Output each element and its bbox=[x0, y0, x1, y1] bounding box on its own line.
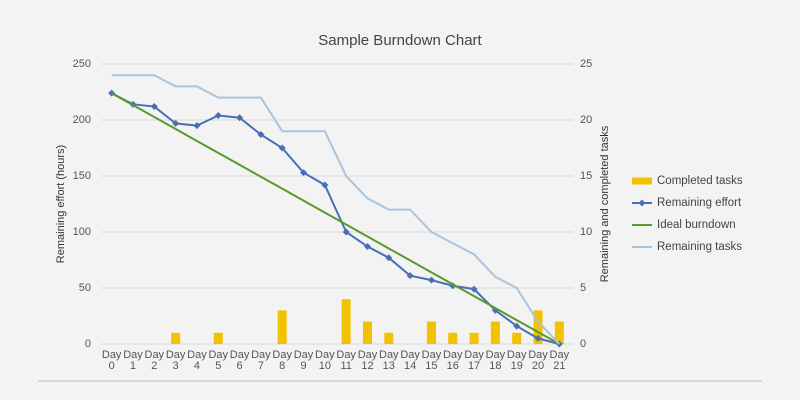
marker bbox=[513, 322, 521, 330]
marker bbox=[150, 103, 158, 111]
bar bbox=[171, 332, 181, 344]
bar bbox=[554, 321, 564, 344]
marker bbox=[534, 334, 542, 342]
y2-tick-label: 0 bbox=[580, 338, 586, 350]
x-tick-label: Day 1 bbox=[123, 349, 143, 372]
x-tick-label: Day 3 bbox=[166, 349, 186, 372]
marker bbox=[342, 228, 350, 236]
bar bbox=[426, 321, 436, 344]
x-tick-label: Day 21 bbox=[550, 349, 570, 372]
y-tick-label: 100 bbox=[73, 226, 91, 238]
marker bbox=[300, 169, 308, 177]
x-tick-label: Day 15 bbox=[422, 349, 442, 372]
legend-label: Remaining tasks bbox=[657, 241, 742, 253]
x-tick-label: Day 16 bbox=[443, 349, 463, 372]
marker bbox=[172, 119, 180, 127]
bar bbox=[341, 299, 351, 344]
x-tick-label: Day 6 bbox=[230, 349, 250, 372]
marker bbox=[278, 144, 286, 152]
y2-axis-title: Remaining and completed tasks bbox=[599, 125, 611, 282]
bar bbox=[448, 332, 458, 344]
marker bbox=[321, 181, 329, 189]
legend-marker bbox=[638, 199, 646, 207]
marker bbox=[470, 285, 478, 293]
legend-label: Remaining effort bbox=[657, 197, 742, 209]
marker bbox=[363, 243, 371, 251]
marker bbox=[193, 122, 201, 130]
line bbox=[111, 92, 560, 345]
x-tick-label: Day 9 bbox=[294, 349, 314, 372]
x-tick-label: Day 17 bbox=[464, 349, 484, 372]
x-tick-label: Day 10 bbox=[315, 349, 335, 372]
bar bbox=[512, 332, 522, 344]
marker bbox=[406, 272, 414, 280]
x-tick-label: Day 2 bbox=[145, 349, 165, 372]
x-tick-label: Day 8 bbox=[272, 349, 292, 372]
y2-tick-label: 15 bbox=[580, 170, 592, 182]
legend-label: Ideal burndown bbox=[657, 219, 736, 231]
y-tick-label: 150 bbox=[73, 170, 91, 182]
bar bbox=[384, 332, 394, 344]
bar bbox=[213, 332, 223, 344]
x-tick-label: Day 14 bbox=[400, 349, 420, 372]
y2-tick-label: 25 bbox=[580, 58, 592, 70]
bar bbox=[533, 310, 543, 344]
y2-tick-label: 5 bbox=[580, 282, 586, 294]
y2-tick-label: 20 bbox=[580, 114, 592, 126]
x-tick-label: Day 11 bbox=[336, 349, 356, 372]
y-tick-label: 200 bbox=[73, 114, 91, 126]
x-tick-label: Day 0 bbox=[102, 349, 122, 372]
marker bbox=[214, 112, 222, 120]
x-tick-label: Day 20 bbox=[528, 349, 548, 372]
y-tick-label: 50 bbox=[79, 282, 91, 294]
bar bbox=[362, 321, 372, 344]
marker bbox=[236, 114, 244, 122]
x-tick-label: Day 19 bbox=[507, 349, 527, 372]
marker bbox=[385, 254, 393, 262]
line bbox=[111, 92, 560, 345]
legend-label: Completed tasks bbox=[657, 175, 743, 187]
y2-tick-label: 10 bbox=[580, 226, 592, 238]
x-tick-label: Day 7 bbox=[251, 349, 271, 372]
marker bbox=[427, 276, 435, 284]
chart-title: Sample Burndown Chart bbox=[318, 32, 482, 49]
bar bbox=[469, 332, 479, 344]
y-tick-label: 0 bbox=[85, 338, 91, 350]
marker bbox=[257, 131, 265, 139]
x-tick-label: Day 13 bbox=[379, 349, 399, 372]
x-tick-label: Day 5 bbox=[208, 349, 228, 372]
y-tick-label: 250 bbox=[73, 58, 91, 70]
x-tick-label: Day 4 bbox=[187, 349, 207, 372]
bar bbox=[277, 310, 287, 344]
x-tick-label: Day 18 bbox=[486, 349, 506, 372]
bar bbox=[490, 321, 500, 344]
y-axis-title: Remaining effort (hours) bbox=[55, 145, 67, 263]
line bbox=[111, 74, 561, 345]
x-tick-label: Day 12 bbox=[358, 349, 378, 372]
legend-swatch bbox=[632, 177, 652, 185]
